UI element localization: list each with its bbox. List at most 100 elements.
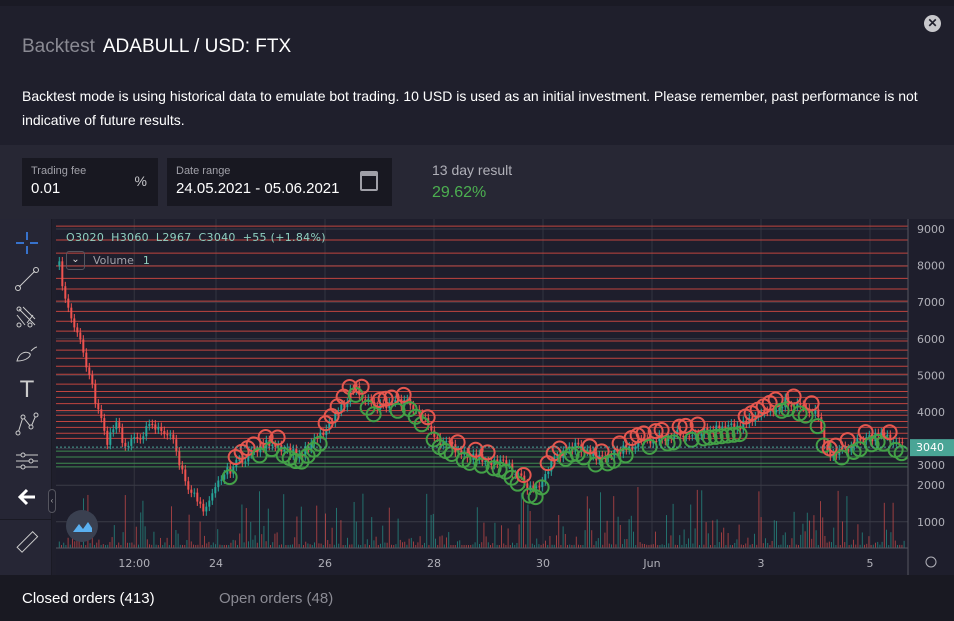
buy-order-marker bbox=[617, 447, 634, 464]
candle-body bbox=[673, 434, 676, 439]
candle-body bbox=[526, 483, 529, 491]
candle-body bbox=[718, 425, 721, 429]
candle-body bbox=[874, 432, 877, 442]
time-tick-label: 28 bbox=[427, 557, 441, 570]
buy-order-marker bbox=[311, 435, 328, 452]
ruler-icon[interactable] bbox=[13, 529, 41, 557]
chart-canvas[interactable]: 9000 8000 7000 6000 5000 4000 3000 2000 1000 12:0… bbox=[56, 219, 954, 575]
candle-body bbox=[145, 426, 148, 437]
candle-body bbox=[601, 455, 604, 457]
candle-body bbox=[325, 428, 328, 436]
candle-body bbox=[316, 438, 319, 440]
candle-body bbox=[688, 436, 691, 438]
sell-order-marker bbox=[467, 441, 484, 458]
candle-body bbox=[163, 431, 166, 435]
text-icon[interactable]: T bbox=[13, 375, 41, 403]
candle-body bbox=[394, 400, 397, 403]
pair-title: ADABULL / USD: FTX bbox=[102, 36, 292, 57]
candle-body bbox=[334, 413, 337, 423]
candle-body bbox=[70, 307, 73, 319]
ohlc-open: O3020 bbox=[66, 231, 105, 244]
candle-body bbox=[310, 442, 313, 449]
ohlc-change: +55 (+1.84%) bbox=[242, 231, 326, 244]
candle-body bbox=[856, 438, 859, 442]
candle-body bbox=[223, 474, 226, 480]
sell-order-marker bbox=[881, 424, 898, 441]
candle-body bbox=[796, 402, 799, 407]
candle-body bbox=[508, 463, 511, 465]
pitchfork-icon[interactable] bbox=[13, 303, 41, 331]
candle-body bbox=[724, 426, 727, 428]
ohlc-legend: O3020 H3060 L2967 C3040 +55 (+1.84%) bbox=[66, 231, 333, 244]
candle-body bbox=[250, 450, 253, 455]
price-tick-label: 5000 bbox=[917, 369, 945, 382]
candle-body bbox=[151, 423, 154, 425]
ohlc-close: C3040 bbox=[198, 231, 236, 244]
candle-body bbox=[178, 451, 181, 466]
candle-body bbox=[592, 452, 595, 457]
brush-icon[interactable] bbox=[13, 339, 41, 367]
last-price-label: 3040 bbox=[916, 441, 944, 454]
toolbar-divider bbox=[0, 519, 52, 520]
candle-body bbox=[196, 492, 199, 502]
buy-order-marker bbox=[365, 406, 382, 423]
gear-circle bbox=[925, 556, 937, 568]
title-prefix: Backtest bbox=[22, 36, 95, 57]
candle-body bbox=[130, 439, 133, 446]
sell-order-marker bbox=[479, 444, 496, 461]
date-range-value[interactable]: 24.05.2021 - 05.06.2021 bbox=[176, 180, 340, 197]
candle-body bbox=[817, 409, 820, 418]
candle-body bbox=[88, 367, 91, 375]
price-tick-label: 4000 bbox=[917, 406, 945, 419]
candle-body bbox=[328, 422, 331, 429]
candle-body bbox=[103, 418, 106, 431]
date-range-field[interactable]: Date range 24.05.2021 - 05.06.2021 bbox=[167, 158, 392, 206]
result-label: 13 day result bbox=[432, 162, 513, 178]
candle-body bbox=[205, 506, 208, 512]
candle-body bbox=[619, 451, 622, 454]
tab-open-orders[interactable]: Open orders (48) bbox=[219, 590, 334, 607]
description: Backtest mode is using historical data t… bbox=[22, 88, 918, 128]
candle-body bbox=[505, 460, 508, 465]
back-arrow-icon[interactable] bbox=[13, 483, 41, 511]
tradingview-logo-icon[interactable] bbox=[66, 510, 98, 542]
chevron-down-icon[interactable]: ⌄ bbox=[66, 250, 85, 270]
candle-body bbox=[862, 440, 865, 442]
toolbar-collapse-button[interactable]: ‹ bbox=[48, 489, 56, 513]
settings-gear-icon[interactable] bbox=[925, 556, 937, 568]
sell-order-marker bbox=[353, 378, 370, 395]
close-icon[interactable]: ✕ bbox=[924, 15, 941, 32]
time-tick-label: 26 bbox=[318, 557, 332, 570]
candle-body bbox=[547, 471, 550, 475]
candle-body bbox=[901, 442, 904, 444]
candle-body bbox=[85, 352, 88, 368]
measure-icon[interactable] bbox=[13, 447, 41, 475]
candle-body bbox=[139, 438, 142, 440]
candle-body bbox=[886, 434, 889, 437]
trading-fee-field[interactable]: Trading fee 0.01 % bbox=[22, 158, 158, 206]
calendar-icon[interactable] bbox=[360, 171, 378, 191]
candle-body bbox=[868, 435, 871, 438]
candle-body bbox=[814, 409, 817, 414]
price-chart[interactable]: 9000 8000 7000 6000 5000 4000 3000 2000 1000 12:0… bbox=[56, 219, 954, 575]
candle-body bbox=[175, 439, 178, 452]
crosshair-icon[interactable] bbox=[13, 229, 41, 257]
volume-value: 1 bbox=[142, 253, 150, 267]
candle-body bbox=[244, 461, 247, 463]
buy-order-marker bbox=[533, 479, 550, 496]
tab-closed-orders[interactable]: Closed orders (413) bbox=[22, 590, 155, 607]
candle-body bbox=[262, 443, 265, 449]
candle-body bbox=[535, 486, 538, 489]
candle-body bbox=[118, 422, 121, 428]
candle-body bbox=[274, 444, 277, 447]
pattern-icon[interactable] bbox=[13, 411, 41, 439]
candle-body bbox=[172, 434, 175, 440]
trading-fee-value[interactable]: 0.01 bbox=[31, 180, 61, 197]
trend-line-icon[interactable] bbox=[13, 265, 41, 293]
sell-order-marker bbox=[635, 425, 652, 442]
candle-body bbox=[187, 481, 190, 490]
percent-unit: % bbox=[134, 173, 147, 189]
candle-body bbox=[790, 405, 793, 407]
volume-label: Volume bbox=[93, 253, 134, 267]
candle-body bbox=[238, 459, 241, 461]
